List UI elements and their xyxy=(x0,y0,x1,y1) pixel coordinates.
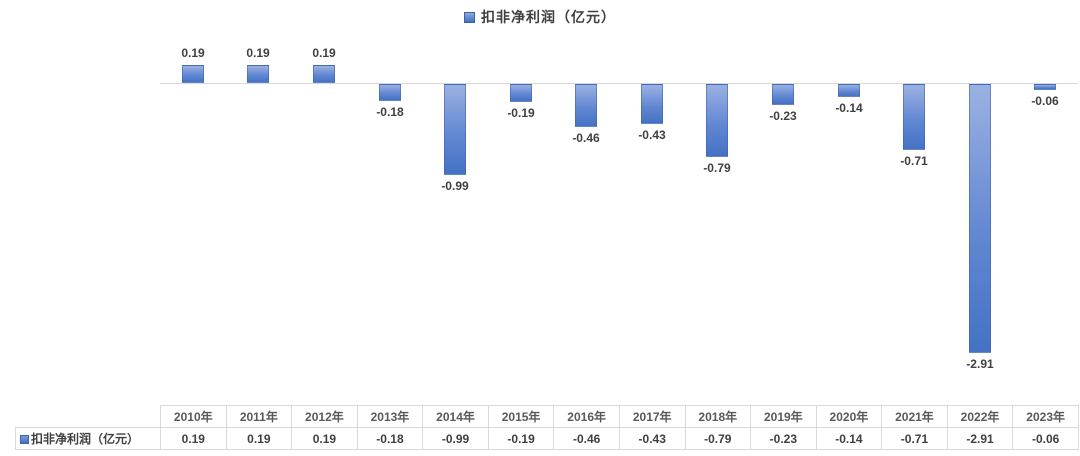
table-cell-2010年: 0.19 xyxy=(160,427,227,450)
bar-value-label-2022年: -2.91 xyxy=(966,357,994,371)
table-row-label-cell: 扣非净利润（亿元） xyxy=(15,427,161,450)
row-legend-swatch-icon xyxy=(20,435,29,445)
bar-value-label-2021年: -0.71 xyxy=(900,154,928,168)
plot-area: 0.19 0.19 0.19 -0.18 -0.99 -0.19 -0.46 -0.43 -0.… xyxy=(160,46,1078,371)
bar-value-label-2017年: -0.43 xyxy=(638,128,666,142)
table-cell-2018年: -0.79 xyxy=(684,427,752,450)
bar-2015年 xyxy=(510,84,532,102)
table-cell-2014年: -0.99 xyxy=(422,427,489,450)
table-col-header-2011年: 2011年 xyxy=(225,405,293,428)
bar-value-label-2012年: 0.19 xyxy=(312,46,336,60)
bar-value-label-2016年: -0.46 xyxy=(572,131,600,145)
table-cell-2012年: 0.19 xyxy=(291,427,358,450)
bar-value-label-2020年: -0.14 xyxy=(835,101,863,115)
table-col-header-2020年: 2020年 xyxy=(815,405,883,428)
bar-2017年 xyxy=(641,84,663,124)
x-axis-line xyxy=(160,83,1078,84)
bar-2021年 xyxy=(903,84,925,150)
table-cell-2017年: -0.43 xyxy=(618,427,686,450)
bar-2011年 xyxy=(247,65,269,83)
table-col-header-2013年: 2013年 xyxy=(356,405,424,428)
table-row-label: 扣非净利润（亿元） xyxy=(31,432,140,446)
bar-2013年 xyxy=(379,84,401,101)
bar-value-label-2011年: 0.19 xyxy=(246,46,270,60)
table-col-header-2018年: 2018年 xyxy=(684,405,752,428)
bar-2010年 xyxy=(182,65,204,83)
table-header-row: 2010年 2011年 2012年 2013年 2014年 2015年 2016年 2017年… xyxy=(15,405,1079,428)
table-cell-2022年: -2.91 xyxy=(946,427,1014,450)
bar-value-label-2013年: -0.18 xyxy=(376,105,404,119)
legend-swatch-icon xyxy=(464,11,475,23)
table-cell-2013年: -0.18 xyxy=(356,427,424,450)
table-row: 扣非净利润（亿元） 0.19 0.19 0.19 -0.18 -0.99 -0.19 -0.… xyxy=(15,427,1079,450)
legend-label: 扣非净利润（亿元） xyxy=(481,9,616,25)
table-corner-cell xyxy=(15,405,161,428)
table-col-header-2019年: 2019年 xyxy=(750,405,817,428)
bar-2014年 xyxy=(444,84,466,175)
bar-value-label-2014年: -0.99 xyxy=(441,179,469,193)
table-cell-2023年: -0.06 xyxy=(1012,427,1079,450)
bar-value-label-2010年: 0.19 xyxy=(181,46,205,60)
table-col-header-2022年: 2022年 xyxy=(946,405,1014,428)
bar-2019年 xyxy=(772,84,794,105)
table-col-header-2015年: 2015年 xyxy=(487,405,555,428)
table-cell-2011年: 0.19 xyxy=(225,427,293,450)
bar-2020年 xyxy=(838,84,860,97)
bar-value-label-2019年: -0.23 xyxy=(769,109,797,123)
bar-value-label-2018年: -0.79 xyxy=(703,161,731,175)
bar-value-label-2015年: -0.19 xyxy=(507,106,535,120)
bar-value-label-2023年: -0.06 xyxy=(1031,94,1059,108)
bar-2022年 xyxy=(969,84,991,353)
chart-legend: 扣非净利润（亿元） xyxy=(0,7,1080,27)
table-cell-2020年: -0.14 xyxy=(815,427,883,450)
bar-2012年 xyxy=(313,65,335,83)
bar-2016年 xyxy=(575,84,597,127)
table-col-header-2021年: 2021年 xyxy=(881,405,948,428)
table-col-header-2023年: 2023年 xyxy=(1012,405,1079,428)
table-cell-2015年: -0.19 xyxy=(487,427,555,450)
table-col-header-2014年: 2014年 xyxy=(422,405,489,428)
data-table: 2010年 2011年 2012年 2013年 2014年 2015年 2016年 2017年… xyxy=(15,405,1079,450)
table-cell-2021年: -0.71 xyxy=(881,427,948,450)
table-col-header-2010年: 2010年 xyxy=(160,405,227,428)
table-col-header-2017年: 2017年 xyxy=(618,405,686,428)
table-cell-2016年: -0.46 xyxy=(553,427,620,450)
table-cell-2019年: -0.23 xyxy=(750,427,817,450)
bar-2023年 xyxy=(1034,84,1056,90)
table-col-header-2012年: 2012年 xyxy=(291,405,358,428)
bar-2018年 xyxy=(706,84,728,157)
table-col-header-2016年: 2016年 xyxy=(553,405,620,428)
